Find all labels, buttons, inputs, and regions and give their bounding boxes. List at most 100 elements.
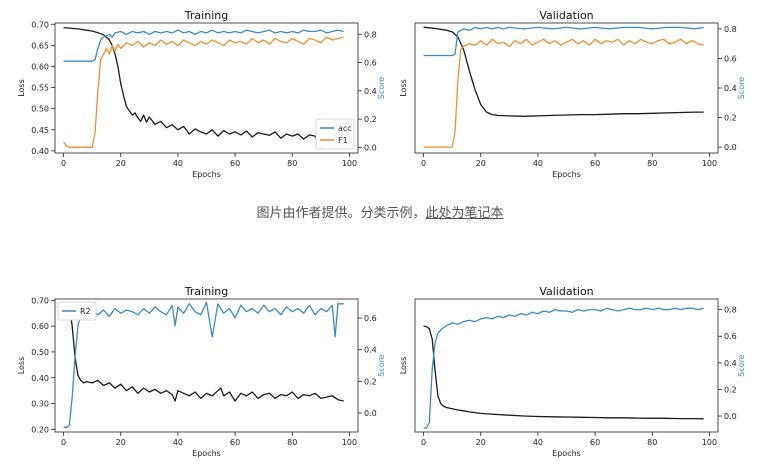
chart-3: Training 0 20 40 60 80 100 Epochs 0.20 0.30 0.40 0.… <box>17 285 386 458</box>
x-tick-label: 0 <box>61 438 66 447</box>
figure-caption: 图片由作者提供。分类示例，此处为笔记本 <box>0 202 760 221</box>
y-axis-label: Loss <box>399 79 408 97</box>
series-line-r2 <box>63 301 344 428</box>
chart-1: Training 0 20 40 60 80 100 Epochs 0.40 0.45 0.50 0.… <box>17 9 386 179</box>
plot-frame <box>54 298 359 433</box>
x-tick-label: 40 <box>173 438 183 447</box>
y-axis-label: Loss <box>17 357 26 375</box>
y-right-tick-label: 0.4 <box>724 84 737 93</box>
y-right-tick-label: 0.8 <box>724 25 737 34</box>
x-tick-label: 80 <box>287 159 297 168</box>
x-axis-label: Epochs <box>552 449 581 458</box>
legend-box <box>57 301 97 321</box>
chart-4: Validation 0 20 40 60 80 100 Epochs Loss 0.0 0.2 0.… <box>399 285 746 458</box>
x-tick-label: 0 <box>421 438 426 447</box>
x-tick-label: 20 <box>116 438 126 447</box>
chart-2: Validation 0 20 40 60 80 100 Epochs Loss 0.0 0.2 0.… <box>399 9 746 179</box>
legend-label-r2: R2 <box>80 307 91 316</box>
x-axis-label: Epochs <box>192 170 221 179</box>
x-tick-label: 40 <box>173 159 183 168</box>
legend-box <box>315 118 355 150</box>
x-tick-label: 80 <box>647 438 657 447</box>
chart-title: Validation <box>539 285 593 298</box>
x-tick-label: 60 <box>230 438 240 447</box>
x-tick-label: 60 <box>590 159 600 168</box>
y-tick-label: 0.20 <box>31 425 49 434</box>
y-right-tick-label: 0.0 <box>364 143 377 152</box>
notebook-link[interactable]: 此处为笔记本 <box>425 206 504 221</box>
y-right-tick-label: 0.4 <box>364 87 377 96</box>
legend: acc F1 <box>315 118 355 150</box>
x-tick-label: 40 <box>533 438 543 447</box>
plot-frame <box>54 22 359 154</box>
x-axis-label: Epochs <box>192 449 221 458</box>
x-tick-label: 40 <box>533 159 543 168</box>
x-tick-label: 100 <box>702 159 717 168</box>
x-tick-label: 100 <box>342 438 357 447</box>
legend: R2 <box>57 301 97 321</box>
y-right-tick-label: 0.2 <box>724 385 737 394</box>
y-right-tick-label: 0.0 <box>724 412 737 421</box>
y-right-tick-label: 0.6 <box>364 314 377 323</box>
x-tick-label: 20 <box>476 438 486 447</box>
y-tick-label: 0.60 <box>31 62 49 71</box>
y-tick-label: 0.50 <box>31 105 49 114</box>
y-right-tick-label: 0.6 <box>364 59 377 68</box>
y-right-axis-label: Score <box>737 354 746 376</box>
x-tick-label: 0 <box>421 159 426 168</box>
y-tick-label: 0.30 <box>31 400 49 409</box>
x-tick-label: 20 <box>116 159 126 168</box>
y-right-axis-label: Score <box>377 354 386 376</box>
x-tick-label: 0 <box>61 159 66 168</box>
chart-title: Validation <box>539 9 593 22</box>
series-line-acc <box>423 26 704 57</box>
y-tick-label: 0.70 <box>31 20 49 29</box>
y-right-tick-label: 0.2 <box>724 114 737 123</box>
series-line-acc <box>63 29 344 62</box>
legend-label-acc: acc <box>338 124 352 133</box>
y-right-tick-label: 0.2 <box>364 115 377 124</box>
x-tick-label: 20 <box>476 159 486 168</box>
series-line-f1 <box>423 38 704 148</box>
y-tick-label: 0.50 <box>31 348 49 357</box>
x-tick-label: 100 <box>342 159 357 168</box>
x-axis-label: Epochs <box>552 170 581 179</box>
y-right-tick-label: 0.0 <box>724 143 737 152</box>
series-line-loss <box>68 305 344 402</box>
y-right-tick-label: 0.6 <box>724 54 737 63</box>
series-line-loss <box>63 26 344 150</box>
x-tick-label: 80 <box>287 438 297 447</box>
y-tick-label: 0.40 <box>31 374 49 383</box>
y-right-tick-label: 0.2 <box>364 377 377 386</box>
y-right-tick-label: 0.0 <box>364 409 377 418</box>
caption-text: 图片由作者提供。分类示例， <box>256 206 426 221</box>
y-tick-label: 0.45 <box>31 126 49 135</box>
y-tick-label: 0.40 <box>31 147 49 156</box>
y-right-axis-label: Score <box>737 77 746 99</box>
y-right-tick-label: 0.8 <box>364 30 377 39</box>
series-line-acc <box>423 307 704 429</box>
series-line-f1 <box>63 36 344 148</box>
legend-label-f1: F1 <box>338 136 348 145</box>
x-tick-label: 60 <box>230 159 240 168</box>
y-right-axis-label: Score <box>377 77 386 99</box>
y-tick-label: 0.65 <box>31 41 49 50</box>
y-tick-label: 0.55 <box>31 84 49 93</box>
plot-frame <box>414 298 719 433</box>
y-axis-label: Loss <box>399 357 408 375</box>
y-tick-label: 0.60 <box>31 322 49 331</box>
y-right-tick-label: 0.4 <box>724 359 737 368</box>
y-right-tick-label: 0.8 <box>724 306 737 315</box>
y-right-tick-label: 0.6 <box>724 332 737 341</box>
chart-title: Training <box>184 285 228 298</box>
series-line-loss <box>423 26 704 117</box>
chart-title: Training <box>184 9 228 22</box>
y-tick-label: 0.70 <box>31 296 49 305</box>
x-tick-label: 60 <box>590 438 600 447</box>
series-line-loss <box>423 325 704 420</box>
y-axis-label: Loss <box>17 79 26 97</box>
x-tick-label: 100 <box>702 438 717 447</box>
y-right-tick-label: 0.4 <box>364 346 377 355</box>
x-tick-label: 80 <box>647 159 657 168</box>
